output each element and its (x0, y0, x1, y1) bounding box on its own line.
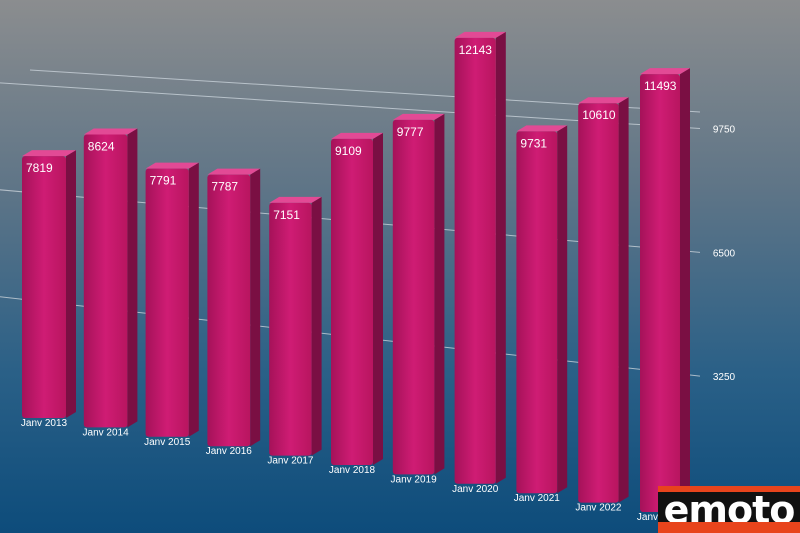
y-tick-label: 3250 (713, 372, 736, 383)
bar-front (516, 131, 558, 494)
bar-value-label: 7787 (211, 180, 238, 194)
bar: 10610 (578, 97, 629, 503)
bar-value-label: 7819 (26, 161, 53, 175)
x-tick-label: Janv 2015 (144, 437, 191, 448)
bar-value-label: 8624 (88, 140, 115, 154)
bar-front (392, 119, 435, 475)
bar-side (188, 162, 199, 437)
bar-top (331, 132, 383, 139)
bar-value-label: 10610 (582, 108, 616, 122)
bar-value-label: 7151 (273, 208, 300, 222)
bar-front (269, 202, 312, 456)
bar-top (392, 113, 445, 120)
bar-front (145, 168, 189, 437)
bar-top (516, 125, 568, 132)
bar-side (618, 97, 629, 503)
y-tick-label: 9750 (713, 125, 736, 136)
bar-value-label: 7791 (150, 174, 177, 188)
gridline (0, 82, 701, 130)
bar-side (311, 196, 322, 456)
logo-accent-top (658, 486, 800, 492)
bar: 9109 (331, 132, 383, 465)
bar-top (269, 196, 322, 203)
y-tick-label: 6500 (713, 248, 736, 259)
bar-front (578, 103, 619, 503)
x-tick-label: Janv 2019 (391, 474, 438, 485)
x-tick-label: Janv 2014 (83, 427, 130, 438)
bar-top (578, 97, 629, 104)
bar: 11493 (640, 68, 690, 512)
bar-top (454, 31, 506, 38)
x-tick-label: Janv 2020 (452, 484, 499, 495)
bar-value-label: 9777 (397, 125, 424, 139)
x-tick-label: Janv 2016 (206, 446, 253, 457)
bar: 7791 (145, 162, 199, 437)
bar: 8624 (83, 128, 138, 428)
bar: 12143 (454, 31, 506, 484)
x-tick-label: Janv 2013 (21, 418, 68, 429)
bar-top (145, 162, 199, 169)
bar-front (207, 174, 251, 447)
bar-top (640, 68, 690, 75)
bar-value-label: 11493 (644, 79, 677, 93)
bar-side (557, 125, 568, 494)
bar-side (495, 31, 506, 484)
bar: 9777 (392, 113, 445, 475)
bar-value-label: 9731 (520, 136, 547, 150)
bar-side (434, 113, 445, 475)
y-axis-ticks: 3250 6500 9750 (713, 125, 736, 384)
bar: 7819 (22, 150, 76, 418)
bar-front (331, 138, 373, 465)
x-tick-label: Janv 2017 (267, 456, 314, 467)
bar-value-label: 12143 (459, 43, 493, 57)
bar-side (127, 128, 138, 428)
bar-front (454, 37, 496, 484)
bars: 7819 8624 7791 7787 7151 9109 9777 12143 9731 106… (22, 31, 690, 512)
bar-front (640, 74, 680, 512)
bar: 7787 (207, 168, 261, 447)
bar-front (83, 134, 128, 428)
logo-accent-bottom (658, 522, 800, 533)
bar-side (680, 68, 690, 512)
bar-side (373, 132, 383, 465)
bar: 7151 (269, 196, 322, 456)
bar-value-label: 9109 (335, 144, 362, 158)
bar-front (22, 156, 66, 418)
bar-top (83, 128, 138, 135)
emoto-logo: emoto (658, 486, 800, 533)
bar-top (22, 150, 76, 157)
x-tick-label: Janv 2018 (329, 465, 376, 476)
x-tick-label: Janv 2022 (575, 503, 622, 514)
bar-side (66, 150, 76, 418)
bar-top (207, 168, 261, 175)
x-tick-label: Janv 2021 (514, 493, 561, 504)
bar-side (250, 168, 261, 447)
bar: 9731 (516, 125, 568, 494)
